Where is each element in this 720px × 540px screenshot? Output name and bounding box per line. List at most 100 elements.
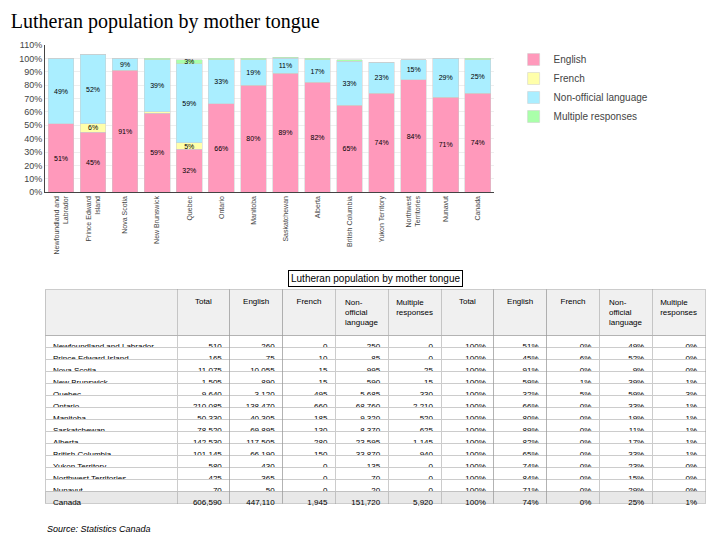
svg-text:Non-officiallanguage: Non-officiallanguage xyxy=(345,298,378,328)
svg-text:Manitoba: Manitoba xyxy=(250,196,257,225)
svg-text:45%: 45% xyxy=(86,159,100,166)
svg-text:80%: 80% xyxy=(24,80,42,90)
svg-text:Canada: Canada xyxy=(53,498,82,507)
svg-text:90%: 90% xyxy=(24,67,42,77)
svg-text:39%: 39% xyxy=(150,82,164,89)
svg-text:11%: 11% xyxy=(279,62,293,69)
svg-text:60%: 60% xyxy=(24,107,42,117)
svg-text:Ontario: Ontario xyxy=(53,402,80,412)
svg-text:65%: 65% xyxy=(343,145,357,152)
svg-text:Saskatchewan: Saskatchewan xyxy=(282,196,289,242)
svg-text:English: English xyxy=(507,297,533,306)
svg-text:Newfoundland andLabrador: Newfoundland andLabrador xyxy=(53,195,69,254)
svg-text:51%: 51% xyxy=(54,155,68,162)
svg-text:Non-officiallanguage: Non-officiallanguage xyxy=(609,298,642,328)
svg-text:Total: Total xyxy=(459,297,476,306)
svg-text:5,920: 5,920 xyxy=(413,498,434,507)
svg-text:Saskatchewan: Saskatchewan xyxy=(53,426,105,436)
svg-text:23%: 23% xyxy=(375,74,389,81)
svg-text:15%: 15% xyxy=(407,66,421,73)
svg-text:Source: Statistics Canada: Source: Statistics Canada xyxy=(47,524,151,534)
svg-text:19%: 19% xyxy=(246,69,260,76)
svg-text:Nova Scotia: Nova Scotia xyxy=(53,366,97,376)
svg-text:Prince Edward Island: Prince Edward Island xyxy=(53,354,129,364)
svg-text:Nunavut: Nunavut xyxy=(442,196,449,222)
svg-text:NorthwestTerritories: NorthwestTerritories xyxy=(405,196,421,228)
svg-text:Canada: Canada xyxy=(474,196,481,221)
svg-text:British Columbia: British Columbia xyxy=(53,450,112,460)
svg-text:50%: 50% xyxy=(24,120,42,130)
svg-text:Lutheran population by mother: Lutheran population by mother tongue xyxy=(11,10,320,33)
svg-text:French: French xyxy=(554,73,585,84)
svg-text:606,590: 606,590 xyxy=(193,498,222,507)
svg-text:1%: 1% xyxy=(685,498,697,507)
svg-text:447,110: 447,110 xyxy=(246,498,275,507)
svg-text:French: French xyxy=(297,297,322,306)
svg-text:British Columbia: British Columbia xyxy=(346,196,353,247)
svg-text:Yukon Territory: Yukon Territory xyxy=(53,462,107,472)
svg-text:165: 165 xyxy=(208,354,222,364)
svg-text:Alberta: Alberta xyxy=(53,438,79,448)
svg-text:52%: 52% xyxy=(86,86,100,93)
svg-text:33%: 33% xyxy=(214,78,228,85)
svg-text:33%: 33% xyxy=(343,80,357,87)
svg-text:Nova Scotia: Nova Scotia xyxy=(121,196,128,234)
svg-text:70%: 70% xyxy=(24,94,42,104)
svg-text:French: French xyxy=(561,297,586,306)
svg-text:32%: 32% xyxy=(182,167,196,174)
svg-text:English: English xyxy=(554,54,587,65)
svg-text:5%: 5% xyxy=(184,143,194,150)
svg-text:Multipleresponses: Multipleresponses xyxy=(396,298,433,317)
svg-text:74%: 74% xyxy=(523,498,539,507)
svg-text:74%: 74% xyxy=(375,139,389,146)
svg-text:25%: 25% xyxy=(628,498,644,507)
svg-text:6%: 6% xyxy=(88,124,98,131)
svg-text:Manitoba: Manitoba xyxy=(53,414,86,424)
svg-text:510: 510 xyxy=(208,342,222,352)
svg-text:Newfoundland and Labrador: Newfoundland and Labrador xyxy=(53,342,154,352)
svg-text:80%: 80% xyxy=(246,135,260,142)
svg-text:Total: Total xyxy=(195,297,212,306)
svg-text:29%: 29% xyxy=(439,74,453,81)
svg-text:74%: 74% xyxy=(471,139,485,146)
svg-text:9%: 9% xyxy=(120,61,130,68)
svg-text:Ontario: Ontario xyxy=(218,196,225,219)
svg-text:Non-official language: Non-official language xyxy=(554,92,648,103)
svg-text:1,945: 1,945 xyxy=(307,498,328,507)
svg-text:49%: 49% xyxy=(54,88,68,95)
svg-text:84%: 84% xyxy=(407,133,421,140)
svg-text:Multiple responses: Multiple responses xyxy=(554,111,637,122)
svg-text:3%: 3% xyxy=(184,58,194,65)
svg-text:20%: 20% xyxy=(24,161,42,171)
svg-text:40%: 40% xyxy=(24,134,42,144)
svg-text:151,720: 151,720 xyxy=(351,498,380,507)
svg-text:New Brunswick: New Brunswick xyxy=(53,378,108,388)
svg-text:0%: 0% xyxy=(580,498,592,507)
svg-text:71%: 71% xyxy=(439,141,453,148)
svg-text:Multipleresponses: Multipleresponses xyxy=(660,298,697,317)
svg-text:17%: 17% xyxy=(310,68,324,75)
svg-text:English: English xyxy=(243,297,269,306)
svg-text:10%: 10% xyxy=(24,174,42,184)
svg-text:100%: 100% xyxy=(19,54,42,64)
svg-text:Northwest Territories: Northwest Territories xyxy=(53,474,127,484)
svg-text:Alberta: Alberta xyxy=(314,196,321,218)
svg-text:Prince EdwardIsland: Prince EdwardIsland xyxy=(85,196,101,242)
svg-text:110%: 110% xyxy=(20,40,42,50)
svg-text:59%: 59% xyxy=(182,100,196,107)
svg-text:82%: 82% xyxy=(310,134,324,141)
svg-text:25%: 25% xyxy=(471,73,485,80)
svg-text:30%: 30% xyxy=(24,147,42,157)
svg-text:Nunavut: Nunavut xyxy=(53,486,83,496)
svg-text:Yukon Territory: Yukon Territory xyxy=(378,196,386,243)
svg-text:Quebec: Quebec xyxy=(186,196,194,221)
svg-text:Lutheran population by mother: Lutheran population by mother tongue xyxy=(291,273,460,284)
svg-text:59%: 59% xyxy=(150,149,164,156)
svg-text:100%: 100% xyxy=(465,498,485,507)
svg-text:Quebec: Quebec xyxy=(53,390,81,400)
svg-text:91%: 91% xyxy=(118,128,132,135)
svg-text:89%: 89% xyxy=(278,129,292,136)
svg-text:66%: 66% xyxy=(214,145,228,152)
svg-text:New Brunswick: New Brunswick xyxy=(153,196,160,244)
svg-text:0%: 0% xyxy=(29,187,42,197)
